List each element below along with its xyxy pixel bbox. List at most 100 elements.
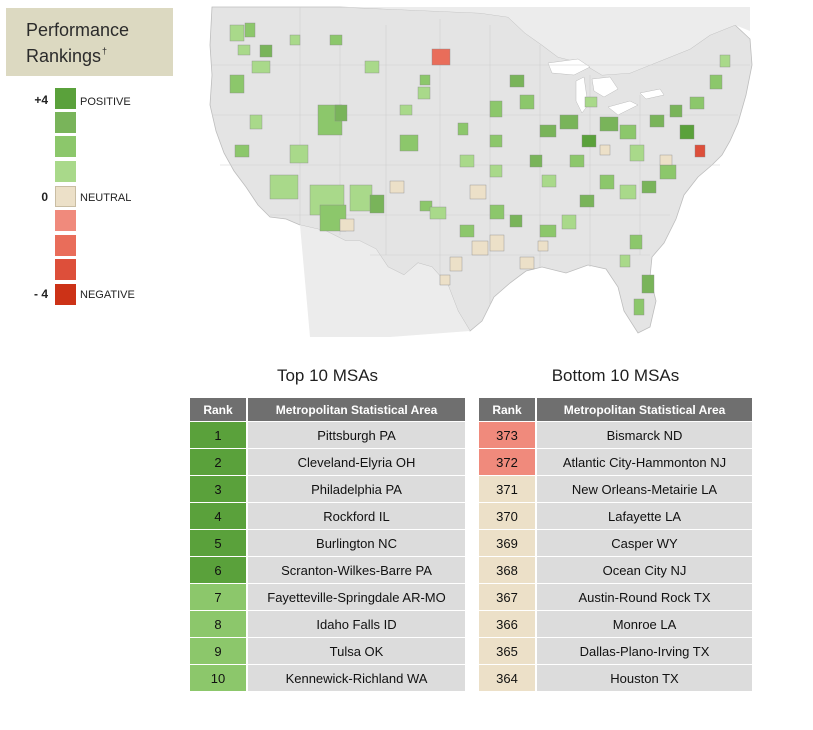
rank-cell: 370 (479, 502, 537, 530)
rank-cell: 1 (190, 421, 248, 449)
title-line-2: Rankings† (26, 41, 173, 67)
legend-swatch-neg4 (55, 284, 76, 305)
msa-region (249, 114, 263, 130)
rank-cell: 369 (479, 529, 537, 557)
msa-cell: Casper WY (536, 529, 752, 557)
rank-cell: 373 (479, 421, 537, 449)
msa-region (244, 22, 256, 38)
msa-region (509, 74, 525, 88)
table-row: 368 Ocean City NJ (479, 556, 752, 584)
msa-region (649, 114, 665, 128)
rank-cell: 371 (479, 475, 537, 503)
msa-region (719, 54, 731, 68)
rank-cell: 3 (190, 475, 248, 503)
bottom-10-table: Rank Metropolitan Statistical Area 373 Bi… (479, 398, 752, 691)
msa-cell: Ocean City NJ (536, 556, 752, 584)
legend-neutral-label: NEUTRAL (80, 192, 132, 204)
us-msa-map (190, 5, 805, 337)
msa-region (439, 274, 451, 286)
msa-region (489, 134, 503, 148)
table-row: 366 Monroe LA (479, 610, 752, 638)
msa-region (694, 144, 706, 158)
msa-cell: Tulsa OK (247, 637, 465, 665)
msa-region (559, 114, 579, 130)
msa-region (459, 224, 475, 238)
msa-region (629, 144, 645, 162)
table-row: 365 Dallas-Plano-Irving TX (479, 637, 752, 665)
table-row: 6 Scranton-Wilkes-Barre PA (190, 556, 465, 584)
msa-region (229, 74, 245, 94)
table-header-row: Rank Metropolitan Statistical Area (190, 398, 465, 422)
msa-region (289, 34, 301, 46)
msa-region (431, 48, 451, 66)
msa-region (399, 104, 413, 116)
msa-region (251, 60, 271, 74)
msa-region (689, 96, 705, 110)
msa-region (471, 240, 489, 256)
legend-swatch-neutral (55, 186, 76, 207)
msa-region (519, 94, 535, 110)
top-10-table: Rank Metropolitan Statistical Area 1 Pitt… (190, 398, 465, 691)
msa-region (449, 256, 463, 272)
legend-mid-value: 0 (41, 190, 48, 204)
msa-region (489, 204, 505, 220)
msa-region (489, 164, 503, 178)
msa-region (539, 124, 557, 138)
legend-swatch-pos3 (55, 112, 76, 133)
msa-cell: Burlington NC (247, 529, 465, 557)
rank-cell: 7 (190, 583, 248, 611)
msa-cell: Cleveland-Elyria OH (247, 448, 465, 476)
msa-region (334, 104, 348, 122)
header-rank: Rank (479, 398, 537, 422)
msa-region (599, 116, 619, 132)
rank-cell: 10 (190, 664, 248, 691)
msa-region (679, 124, 695, 140)
table-row: 10 Kennewick-Richland WA (190, 664, 465, 691)
msa-region (489, 100, 503, 118)
rank-cell: 4 (190, 502, 248, 530)
rank-cell: 366 (479, 610, 537, 638)
table-row: 369 Casper WY (479, 529, 752, 557)
msa-cell: Dallas-Plano-Irving TX (536, 637, 752, 665)
table-row: 364 Houston TX (479, 664, 752, 691)
legend-top-value: +4 (34, 93, 48, 107)
header-rank: Rank (190, 398, 248, 422)
msa-cell: Monroe LA (536, 610, 752, 638)
msa-region (457, 122, 469, 136)
msa-region (619, 184, 637, 200)
great-lakes (547, 58, 665, 116)
msa-cell: Kennewick-Richland WA (247, 664, 465, 691)
msa-region (489, 234, 505, 252)
legend-swatch-pos1 (55, 161, 76, 182)
msa-region (569, 154, 585, 168)
msa-region (641, 274, 655, 294)
msa-region (641, 180, 657, 194)
legend-swatch-neg3 (55, 259, 76, 280)
msa-region (541, 174, 557, 188)
msa-region (269, 174, 299, 200)
msa-region (629, 234, 643, 250)
msa-region (429, 206, 447, 220)
msa-region (659, 154, 673, 166)
legend-positive-label: POSITIVE (80, 96, 131, 108)
title-line-1: Performance (26, 20, 130, 40)
msa-region (539, 224, 557, 238)
table-row: 5 Burlington NC (190, 529, 465, 557)
msa-region (369, 194, 385, 214)
msa-region (364, 60, 380, 74)
table-row: 7 Fayetteville-Springdale AR-MO (190, 583, 465, 611)
msa-region (709, 74, 723, 90)
legend-swatch-neg1 (55, 210, 76, 231)
msa-cell: Lafayette LA (536, 502, 752, 530)
msa-region (581, 134, 597, 148)
title-line-2-text: Rankings (26, 46, 102, 66)
msa-region (419, 200, 433, 212)
msa-region (259, 44, 273, 58)
msa-regions (229, 22, 731, 316)
msa-region (619, 254, 631, 268)
table-row: 8 Idaho Falls ID (190, 610, 465, 638)
msa-cell: Fayetteville-Springdale AR-MO (247, 583, 465, 611)
table-row: 373 Bismarck ND (479, 421, 752, 449)
canada-area (340, 7, 750, 75)
table-row: 1 Pittsburgh PA (190, 421, 465, 449)
